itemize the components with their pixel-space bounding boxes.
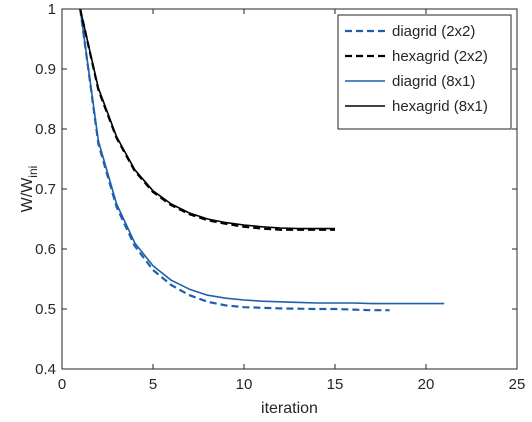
x-tick-label: 20: [418, 376, 435, 393]
legend-label-hexagrid-2x2: hexagrid (2x2): [392, 48, 488, 65]
x-tick-label: 5: [149, 376, 157, 393]
y-axis-label-main: W/W: [19, 177, 36, 213]
tick-layer: 0 5 10 15 20 25 0.4 0.5 0.6 0.7 0.8 0.9 1: [35, 1, 525, 393]
series-line-diagrid-2x2: [79, 8, 390, 312]
x-tick-label: 10: [236, 376, 253, 393]
legend-box: [337, 14, 512, 130]
y-tick-label: 0.7: [35, 181, 56, 198]
y-tick-label: 0.6: [35, 241, 56, 258]
y-tick-label: 0.4: [35, 361, 56, 378]
legend-label-diagrid-2x2: diagrid (2x2): [392, 23, 475, 40]
legend-label-diagrid-8x1: diagrid (8x1): [392, 73, 475, 90]
y-tick-label: 0.9: [35, 61, 56, 78]
legend-entries: diagrid (2x2) hexagrid (2x2) diagrid (8x1)…: [345, 23, 488, 115]
x-tick-label: 25: [509, 376, 526, 393]
series-line-diagrid-8x1: [79, 8, 445, 305]
y-tick-label: 1: [48, 1, 56, 18]
series-line-hexagrid-2x2: [79, 8, 335, 231]
y-axis-label: W/Wini: [19, 166, 40, 213]
x-tick-label: 15: [327, 376, 344, 393]
y-tick-label: 0.8: [35, 121, 56, 138]
y-tick-label: 0.5: [35, 301, 56, 318]
y-axis-label-subscript: ini: [26, 166, 40, 178]
legend: diagrid (2x2) hexagrid (2x2) diagrid (8x1)…: [337, 14, 512, 130]
legend-label-hexagrid-8x1: hexagrid (8x1): [392, 98, 488, 115]
x-axis-label: iteration: [261, 400, 318, 417]
x-tick-label: 0: [58, 376, 66, 393]
series-layer: [79, 8, 445, 312]
